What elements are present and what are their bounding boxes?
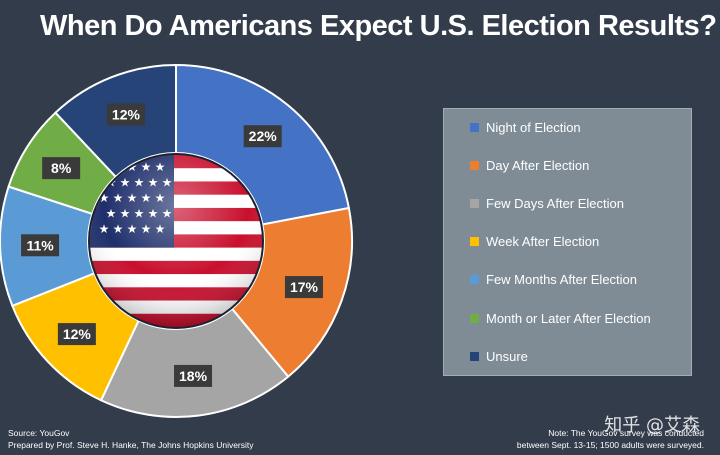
data-label-text: 8% [51,160,72,176]
data-label-text: 22% [249,128,278,144]
data-label-text: 11% [26,237,54,253]
chart-title: When Do Americans Expect U.S. Election R… [40,10,717,42]
data-label-bg [42,157,81,180]
legend-swatch [470,274,479,284]
data-label: 11% [21,234,60,257]
data-label-bg [243,125,282,148]
data-label-text: 18% [179,368,208,384]
data-label-bg [174,364,213,387]
data-label: 8% [42,157,81,180]
legend-item-few-days-after-election: Few Days After Election [470,193,624,213]
legend-item-week-after-election: Week After Election [470,231,599,251]
watermark: 知乎 @艾森 [604,415,700,436]
data-label-text: 17% [290,279,319,295]
legend-swatch [470,351,479,361]
data-label-bg [57,323,96,346]
data-label: 12% [106,103,145,126]
legend-item-unsure: Unsure [470,346,528,366]
legend-swatch [470,313,479,323]
legend-item-night-of-election: Night of Election [470,117,581,137]
data-label-bg [284,276,323,299]
footer-note: Note: The YouGov survey was conducted be… [516,428,704,450]
data-label-bg [106,103,145,126]
chart-legend: Night of Election Day After Election Few… [443,108,692,376]
legend-swatch [470,236,479,246]
data-label: 17% [284,276,323,299]
legend-swatch [470,160,479,170]
data-label-text: 12% [112,107,141,123]
legend-swatch [470,198,479,208]
data-label-bg [21,234,60,257]
data-label: 22% [243,125,282,148]
data-label: 12% [57,323,96,346]
legend-item-day-after-election: Day After Election [470,155,589,175]
legend-swatch [470,122,479,132]
data-label: 18% [174,364,213,387]
legend-item-month-or-later-after-election: Month or Later After Election [470,308,651,328]
legend-item-few-months-after-election: Few Months After Election [470,269,637,289]
footer-source: Source: YouGov Prepared by Prof. Steve H… [8,428,254,450]
us-flag-icon: ★★★★★★★★★★★★★★★★★★★★★★★★★ [88,153,264,329]
data-label-text: 12% [63,326,92,342]
